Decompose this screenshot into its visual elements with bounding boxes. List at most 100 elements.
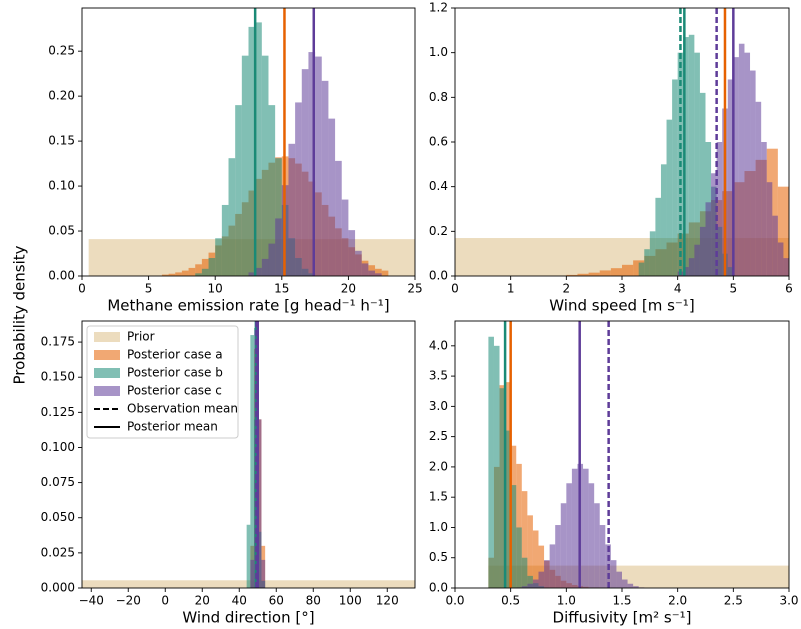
histogram-bar xyxy=(381,270,389,276)
histogram-bar xyxy=(555,525,561,588)
histogram-bar xyxy=(355,250,362,276)
x-axis-label: Wind direction [°] xyxy=(182,609,314,627)
histogram-bar xyxy=(683,267,689,276)
x-tick-label: 2.5 xyxy=(724,594,743,608)
legend-swatch xyxy=(94,386,120,396)
plot-area xyxy=(455,8,789,276)
y-tick-label: 0.150 xyxy=(41,370,75,384)
histogram-bar xyxy=(321,80,329,276)
histogram-bar xyxy=(688,34,695,276)
x-tick-label: −40 xyxy=(79,594,104,608)
histogram-bar xyxy=(750,70,756,276)
histogram-bar xyxy=(288,143,296,276)
histogram-bar xyxy=(201,258,209,276)
histogram-bar xyxy=(688,258,695,276)
histogram-bar xyxy=(716,142,723,276)
y-tick-label: 0.25 xyxy=(48,44,75,58)
histogram-bar xyxy=(599,270,611,276)
y-tick-label: 0.175 xyxy=(41,335,75,349)
histogram-bar xyxy=(248,272,256,276)
plot-area xyxy=(82,321,415,588)
histogram-bar xyxy=(255,22,262,276)
histogram-bar xyxy=(549,544,556,588)
histogram-bar xyxy=(521,491,528,588)
histogram-bar xyxy=(588,483,595,588)
histogram-bar xyxy=(228,158,236,276)
histogram-bar xyxy=(560,503,567,588)
x-axis-label: Diffusivity [m² s⁻¹] xyxy=(553,609,692,627)
x-tick-label: 5 xyxy=(730,282,738,296)
histogram-bar xyxy=(195,264,202,276)
histogram-bar xyxy=(208,258,216,276)
histogram-bar xyxy=(783,258,789,276)
x-tick-label: 40 xyxy=(232,594,247,608)
histogram-bar xyxy=(666,119,673,276)
histogram-bar xyxy=(683,37,689,276)
x-tick-label: 25 xyxy=(407,282,422,296)
legend-label: Posterior mean xyxy=(127,420,218,434)
x-tick-label: 2.0 xyxy=(668,594,687,608)
histogram-bar xyxy=(510,485,517,588)
histogram-bar xyxy=(538,571,545,588)
histogram-bar xyxy=(521,586,528,588)
y-tick-label: 0.0 xyxy=(429,581,448,595)
y-tick-label: 0.050 xyxy=(41,510,75,524)
histogram-bar xyxy=(255,267,262,276)
histogram-bar xyxy=(201,268,209,276)
histogram-bar xyxy=(341,199,349,276)
histogram-bar xyxy=(161,274,169,276)
histogram-bar xyxy=(532,530,539,588)
histogram-bar xyxy=(583,468,589,588)
x-tick-label: 60 xyxy=(269,594,284,608)
histogram-bar xyxy=(610,560,617,588)
histogram-bar xyxy=(235,105,242,276)
y-tick-label: 0.10 xyxy=(48,179,75,193)
histogram-bar xyxy=(301,69,309,276)
histogram-bar xyxy=(248,26,256,276)
y-tick-label: 0.025 xyxy=(41,545,75,559)
histogram-bar xyxy=(761,142,767,276)
x-axis-label: Wind speed [m s⁻¹] xyxy=(549,297,694,315)
y-tick-label: 0.125 xyxy=(41,405,75,419)
histogram-bar xyxy=(181,270,189,276)
histogram-bar xyxy=(348,230,356,276)
histogram-bar xyxy=(655,197,661,276)
histogram-bar xyxy=(275,218,282,276)
x-tick-label: 10 xyxy=(208,282,223,296)
y-tick-label: 1.2 xyxy=(429,1,448,15)
y-tick-label: 4.0 xyxy=(429,338,448,352)
histogram-bar xyxy=(577,273,589,276)
legend-swatch xyxy=(94,332,120,342)
y-tick-label: 0.8 xyxy=(429,90,448,104)
histogram-bar xyxy=(215,238,222,276)
histogram-bar xyxy=(268,243,276,276)
x-tick-label: 6 xyxy=(785,282,793,296)
x-tick-label: 80 xyxy=(306,594,321,608)
histogram-bar xyxy=(733,57,739,276)
x-tick-label: 20 xyxy=(341,282,356,296)
y-tick-label: 1.0 xyxy=(429,520,448,534)
y-tick-label: 2.0 xyxy=(429,459,448,473)
histogram-bar xyxy=(221,204,229,276)
legend-label: Observation mean xyxy=(127,402,238,416)
legend-label: Posterior case c xyxy=(127,384,222,398)
histogram-bar xyxy=(195,273,202,276)
histogram-bar xyxy=(571,468,578,588)
histogram-bar xyxy=(644,249,650,276)
histogram-bar xyxy=(566,274,578,276)
histogram-bar xyxy=(766,148,778,276)
histogram-bar xyxy=(705,202,712,276)
histogram-bar xyxy=(261,258,269,276)
x-tick-label: 0 xyxy=(78,282,86,296)
histogram-bar xyxy=(566,483,572,588)
histogram-bar xyxy=(633,586,639,588)
histogram-bar xyxy=(361,263,369,276)
x-axis-label: Methane emission rate [g head⁻¹ h⁻¹] xyxy=(107,297,389,315)
histogram-bar xyxy=(516,463,522,588)
y-tick-label: 1.0 xyxy=(429,45,448,59)
histogram-bar xyxy=(772,215,778,276)
x-tick-label: 0 xyxy=(161,594,169,608)
y-tick-label: 0.4 xyxy=(429,179,448,193)
histogram-bar xyxy=(699,226,706,276)
y-tick-label: 0.100 xyxy=(41,440,75,454)
